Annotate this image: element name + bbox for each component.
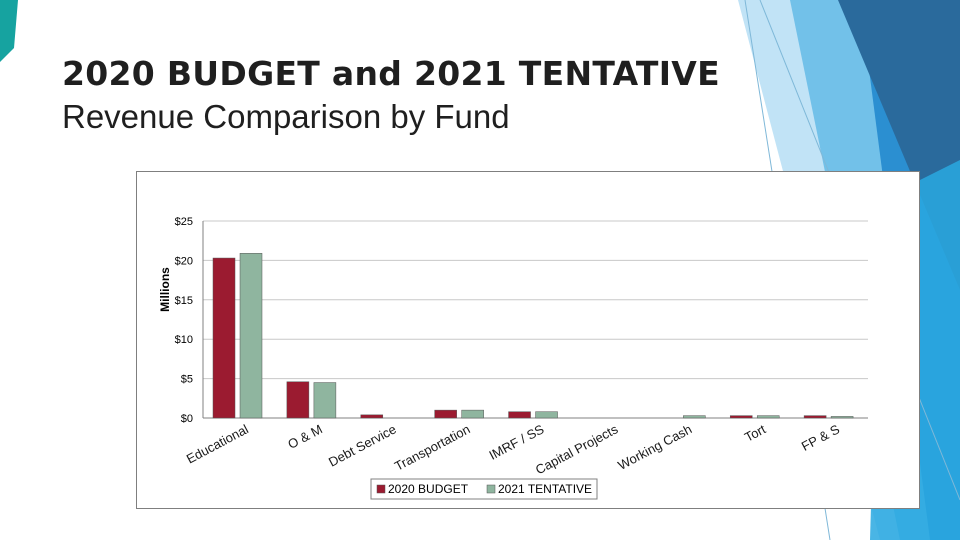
legend-swatch [486, 484, 496, 494]
y-tick-label: $20 [175, 255, 193, 267]
y-tick-label: $15 [175, 295, 193, 307]
deco-arrow-shape [0, 0, 18, 62]
x-category-label: FP & S [799, 421, 842, 454]
y-tick-label: $5 [181, 374, 193, 386]
legend-label: 2021 TENTATIVE [498, 482, 592, 496]
bar-2020 [360, 414, 384, 419]
x-category-label: Transportation [392, 421, 473, 473]
slide-subtitle: Revenue Comparison by Fund [62, 98, 510, 135]
y-tick-label: $10 [175, 334, 193, 346]
chart-frame: Millions $0 $5 $10 $15 $20 $25 Educational O & M… [136, 171, 920, 509]
bar-2020 [286, 381, 310, 419]
legend-label: 2020 BUDGET [388, 482, 469, 496]
x-category-label: Tort [742, 421, 769, 445]
bar-2021 [830, 416, 854, 419]
bar-2020 [212, 257, 236, 419]
legend-box [370, 478, 598, 500]
x-category-label: Capital Projects [533, 421, 621, 477]
x-category-label: Debt Service [326, 421, 399, 469]
x-category-label: O & M [285, 421, 325, 452]
bar-2021 [683, 415, 706, 419]
y-tick-label: $0 [181, 413, 193, 425]
bar-2020 [729, 415, 753, 419]
legend-swatch [376, 484, 386, 494]
bar-2021 [535, 411, 558, 419]
x-category-label: Working Cash [615, 421, 694, 472]
bar-2020 [803, 415, 827, 419]
y-tick-label: $25 [175, 216, 193, 228]
bar-2021 [239, 253, 263, 419]
bar-2020 [434, 409, 457, 419]
x-category-label: IMRF / SS [486, 421, 546, 463]
bar-2021 [756, 415, 780, 419]
revenue-bar-chart: Millions $0 $5 $10 $15 $20 $25 Educational O & M… [158, 216, 868, 500]
bar-2021 [313, 382, 337, 419]
x-category-label: Educational [184, 421, 251, 466]
slide-title: 2020 BUDGET and 2021 TENTATIVE [62, 54, 720, 93]
bar-2021 [461, 409, 484, 419]
bar-2020 [508, 411, 531, 419]
y-axis-title: Millions [158, 267, 172, 312]
